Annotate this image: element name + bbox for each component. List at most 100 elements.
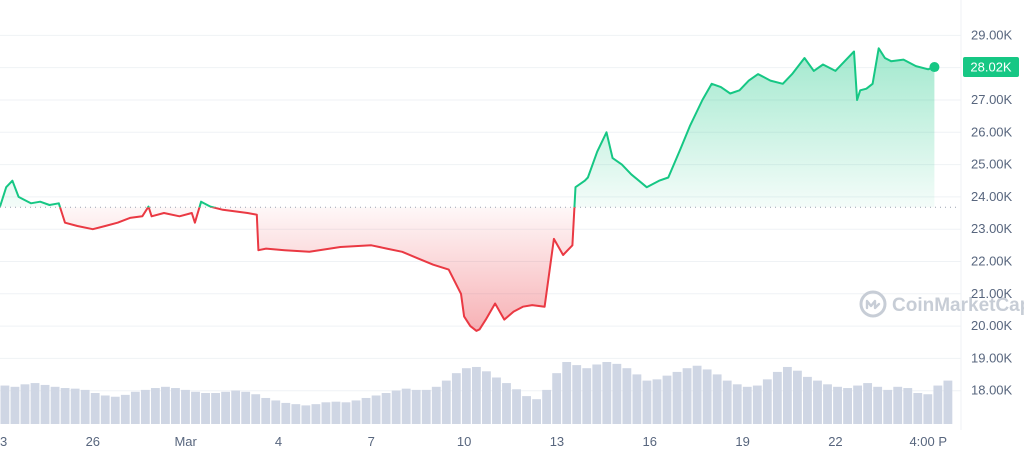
volume-bar — [401, 388, 411, 424]
volume-bar — [492, 377, 501, 424]
area-fill-below-baseline — [60, 207, 575, 331]
x-tick-label: 13 — [550, 434, 564, 449]
current-price-badge: 28.02K — [963, 57, 1019, 78]
volume-bar — [100, 395, 110, 424]
volume-bar — [150, 388, 160, 424]
volume-bar — [592, 364, 602, 424]
x-tick-label: 26 — [86, 434, 100, 449]
volume-bar — [80, 389, 90, 424]
y-tick-label: 20.00K — [971, 318, 1013, 333]
x-tick-label: 7 — [368, 434, 375, 449]
volume-bar — [371, 395, 381, 424]
price-line-above-baseline — [0, 47, 935, 208]
volume-bar — [823, 384, 832, 424]
volume-bar — [903, 388, 913, 424]
volume-bar — [10, 386, 20, 424]
volume-bar — [161, 386, 170, 424]
volume-bar — [712, 374, 722, 424]
volume-bar — [281, 402, 291, 424]
volume-bar — [853, 385, 863, 424]
volume-bar — [311, 404, 321, 424]
volume-bar — [50, 386, 60, 424]
volume-bar — [241, 391, 251, 424]
y-tick-label: 29.00K — [971, 27, 1013, 42]
volume-bar — [843, 388, 852, 424]
volume-bar — [833, 386, 842, 424]
y-tick-label: 21.00K — [971, 286, 1013, 301]
volume-bar — [341, 402, 351, 424]
current-price-label: 28.02K — [970, 60, 1012, 75]
x-tick-label: 23 — [0, 434, 7, 449]
area-fill-above-baseline — [0, 48, 935, 208]
x-tick-label: 4 — [275, 434, 282, 449]
volume-bar — [60, 388, 70, 424]
volume-bar — [471, 366, 481, 424]
volume-bar — [532, 399, 542, 424]
volume-bar — [351, 400, 361, 424]
volume-bar — [181, 389, 190, 424]
volume-bar — [782, 366, 792, 424]
volume-bar — [0, 385, 10, 424]
volume-bar — [301, 405, 311, 424]
volume-bar — [271, 400, 281, 424]
x-axis: 23 26 Mar 4 7 10 13 16 19 22 4:00 P — [0, 434, 947, 449]
volume-bar — [251, 394, 261, 424]
volume-bar — [602, 362, 612, 424]
volume-bar — [943, 380, 953, 424]
volume-bar — [171, 388, 180, 424]
volume-bar — [20, 384, 30, 424]
volume-bar — [321, 402, 331, 424]
volume-bar — [742, 386, 752, 424]
y-tick-label: 25.00K — [971, 157, 1013, 172]
volume-bar — [792, 370, 802, 424]
volume-bar — [391, 390, 401, 424]
x-tick-label: 19 — [735, 434, 749, 449]
y-tick-label: 23.00K — [971, 221, 1013, 236]
volume-bar — [381, 393, 391, 424]
volume-bar — [692, 365, 702, 424]
volume-bar — [512, 389, 521, 424]
volume-bar — [863, 383, 873, 424]
coinmarketcap-logo-icon — [859, 290, 887, 318]
volume-bar — [331, 401, 341, 424]
volume-bar — [191, 391, 200, 424]
volume-bar — [873, 386, 883, 424]
x-tick-label: Mar — [174, 434, 197, 449]
volume-bar — [542, 389, 552, 424]
volume-bar — [201, 393, 210, 424]
volume-bar — [70, 388, 80, 424]
volume-bar — [231, 390, 241, 424]
watermark: CoinMarketCap — [859, 290, 1024, 318]
y-tick-label: 24.00K — [971, 189, 1013, 204]
volume-bar — [572, 365, 582, 424]
watermark-text: CoinMarketCap — [892, 295, 1024, 316]
volume-bar — [522, 396, 531, 424]
y-tick-label: 18.00K — [971, 383, 1013, 398]
volume-bar — [612, 363, 622, 424]
current-price-dot[interactable] — [929, 62, 940, 73]
volume-bar — [361, 397, 371, 424]
volume-bar — [722, 380, 732, 424]
y-axis: 18.00K 19.00K 20.00K 21.00K 22.00K 23.00K 24.0… — [971, 27, 1013, 397]
volume-bar — [291, 404, 301, 424]
volume-bar — [562, 362, 572, 424]
y-tick-label: 19.00K — [971, 350, 1013, 365]
volume-bar — [40, 384, 50, 424]
volume-bar — [813, 380, 822, 424]
volume-bar — [130, 391, 140, 424]
x-tick-label: 4:00 P — [909, 434, 947, 449]
volume-bar — [803, 376, 812, 424]
volume-bar — [110, 396, 120, 424]
volume-bar — [120, 394, 130, 424]
volume-bar — [482, 371, 491, 424]
volume-bar — [411, 389, 421, 424]
volume-bar — [502, 383, 511, 424]
volume-bar — [883, 389, 893, 424]
volume-bar — [582, 368, 592, 424]
volume-bar — [913, 393, 923, 424]
volume-bar — [461, 368, 471, 424]
volume-bar — [923, 394, 933, 424]
volume-bar — [441, 380, 451, 424]
volume-bars — [0, 362, 953, 424]
